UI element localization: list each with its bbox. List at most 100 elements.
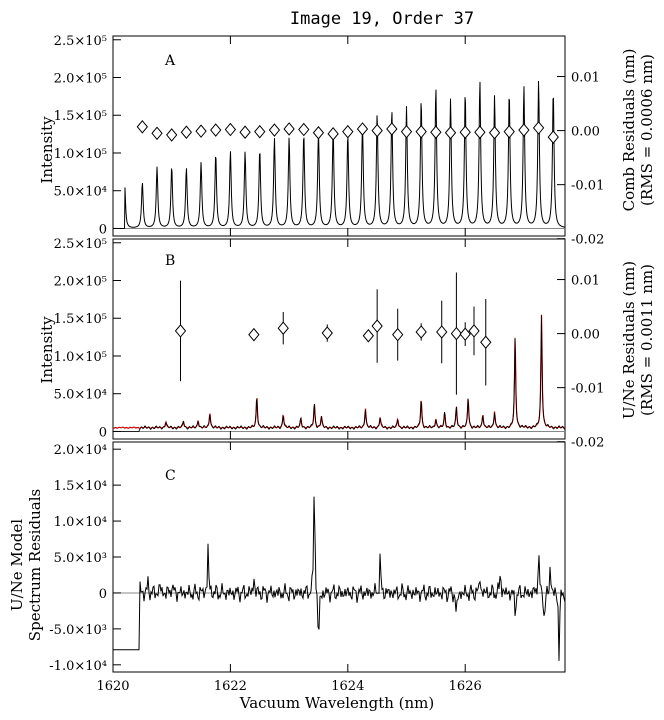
residual-diamond [224, 122, 237, 137]
y2-tick-label: -0.01 [571, 179, 604, 194]
panel-b-y-ticks: 0 5.0×10⁴ 1.0×10⁵ 1.5×10⁵ 2.0×10⁵ 2.5×10⁵ [54, 237, 121, 440]
residual-diamond [415, 325, 427, 339]
panel-a-ylabel: Intensity [38, 116, 56, 184]
panel-a: 0 5.0×10⁴ 1.0×10⁵ 1.5×10⁵ 2.0×10⁵ 2.5×10⁵ -0.… [38, 34, 656, 248]
residual-diamond [503, 124, 515, 139]
panel-a-plot [112, 36, 566, 236]
y-tick-label: 2.0×10⁵ [54, 72, 107, 87]
y2-tick-label: -0.02 [571, 436, 604, 451]
residual-diamond [210, 123, 222, 137]
residual-diamond [444, 125, 457, 140]
y-tick-label: -5.0×10³ [49, 623, 107, 638]
residual-diamond [392, 327, 404, 342]
panel-b-y2label-rms: (RMS = 0.0011 nm) [638, 264, 656, 416]
panel-b-label: B [165, 253, 175, 269]
panel-a-y-ticks: 0 5.0×10⁴ 1.0×10⁵ 1.5×10⁵ 2.0×10⁵ 2.5×10⁵ [54, 34, 121, 237]
y-tick-label: 1.5×10⁵ [54, 312, 107, 327]
y2-tick-label: -0.02 [571, 233, 604, 248]
residual-diamond [386, 122, 398, 136]
y-tick-label: 0 [99, 587, 107, 602]
residual-diamond [468, 324, 480, 338]
chart-title: Image 19, Order 37 [290, 9, 474, 29]
panel-b: 0 5.0×10⁴ 1.0×10⁵ 1.5×10⁵ 2.0×10⁵ 2.5×10⁵ -0.… [38, 237, 656, 451]
x-axis-label: Vacuum Wavelength (nm) [239, 694, 435, 712]
panel-c-label: C [165, 468, 176, 484]
residual-diamond [547, 130, 559, 144]
residual-diamond [283, 122, 295, 136]
residual-diamond [436, 325, 448, 339]
panel-a-label: A [164, 53, 176, 69]
x-tick-label: 1626 [449, 679, 482, 694]
residual-diamond [459, 125, 471, 139]
y-tick-label: 1.0×10⁵ [54, 147, 107, 162]
y-tick-label: 2.5×10⁵ [54, 237, 107, 252]
y2-tick-label: -0.01 [571, 382, 604, 397]
y2-tick-label: 0.01 [571, 71, 600, 86]
residual-diamond [400, 124, 413, 139]
residual-diamond [327, 127, 339, 141]
y-tick-label: 2.0×10⁵ [54, 275, 107, 290]
panel-a-y2label-rms: (RMS = 0.0006 nm) [638, 54, 656, 206]
y-tick-label: 1.0×10⁵ [54, 350, 107, 365]
residual-diamond [268, 123, 281, 137]
panel-c-plot [112, 442, 566, 672]
residual-diamond [356, 122, 369, 136]
residual-diamond [321, 326, 333, 340]
residual-diamond [518, 123, 530, 137]
x-tick-label: 1620 [96, 679, 129, 694]
y-tick-label: 0 [99, 425, 107, 440]
residual-diamond [298, 122, 310, 137]
residual-diamond [180, 125, 193, 139]
panel-a-y2-ticks: -0.02 -0.01 0.00 0.01 [557, 71, 604, 248]
y2-tick-label: 0.00 [571, 328, 600, 343]
residual-diamond [151, 126, 163, 141]
residual-diamond [415, 124, 427, 139]
residual-diamond [277, 321, 289, 335]
residual-diamond [248, 327, 260, 342]
residual-diamond [342, 124, 354, 139]
panel-c-y-ticks: -1.0×10⁴ -5.0×10³ 0 5.0×10³ 1.0×10⁴ 1.5×10⁴ 2.… [49, 443, 121, 674]
panel-b-y2-ticks: -0.02 -0.01 0.00 0.01 [557, 274, 604, 451]
residual-line [113, 496, 566, 661]
residual-diamond [480, 335, 492, 350]
panel-c-ylabel: U/Ne Model [8, 519, 26, 611]
residual-diamond [136, 120, 149, 134]
panel-c: -1.0×10⁴ -5.0×10³ 0 5.0×10³ 1.0×10⁴ 1.5×10⁴ 2.… [8, 441, 566, 674]
x-tick-label: 1622 [214, 679, 247, 694]
residual-diamond [450, 326, 463, 341]
x-axis-ticks: 1620 1622 1624 1626 [96, 679, 481, 694]
y-tick-label: 5.0×10⁴ [54, 388, 107, 403]
y2-tick-label: 0.00 [571, 125, 600, 140]
residual-diamond [371, 319, 383, 333]
residual-diamond [239, 125, 251, 139]
y-tick-label: 2.5×10⁵ [54, 34, 107, 49]
panel-c-ylabel-2: Spectrum Residuals [26, 489, 44, 641]
y-tick-label: 1.0×10⁴ [54, 515, 107, 530]
y-tick-label: 2.0×10⁴ [54, 443, 107, 458]
residual-diamond [474, 125, 486, 139]
y2-tick-label: 0.01 [571, 274, 600, 289]
y-tick-label: 1.5×10⁴ [54, 479, 107, 494]
panel-a-frame [112, 35, 566, 237]
residual-diamond [488, 125, 501, 140]
y-tick-label: 1.5×10⁵ [54, 109, 107, 124]
residual-diamond [312, 125, 325, 140]
panel-b-plot [112, 239, 566, 439]
residual-diamond [195, 124, 207, 138]
residual-diamond [430, 125, 442, 139]
y-tick-label: 5.0×10³ [54, 551, 107, 566]
residual-diamond [532, 121, 545, 135]
residual-diamond [362, 328, 375, 343]
y-tick-label: -1.0×10⁴ [49, 659, 107, 674]
residual-diamond [371, 123, 383, 138]
panel-c-frame [112, 441, 566, 673]
une-spectrum-line [113, 315, 566, 432]
residual-diamond [174, 324, 187, 338]
comb-spectrum-line [113, 80, 566, 229]
residual-diamond [459, 327, 471, 341]
panel-b-y2label: U/Ne Residuals (nm) [620, 261, 638, 419]
x-tick-label: 1624 [331, 679, 364, 694]
y-tick-label: 5.0×10⁴ [54, 185, 107, 200]
residual-diamond [166, 128, 178, 142]
